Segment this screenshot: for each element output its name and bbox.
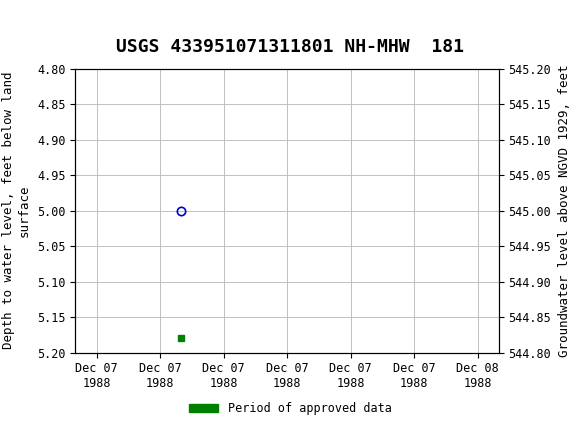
Text: USGS 433951071311801 NH-MHW  181: USGS 433951071311801 NH-MHW 181 bbox=[116, 38, 464, 56]
Legend: Period of approved data: Period of approved data bbox=[184, 397, 396, 420]
Y-axis label: Depth to water level, feet below land
surface: Depth to water level, feet below land su… bbox=[2, 72, 30, 350]
Y-axis label: Groundwater level above NGVD 1929, feet: Groundwater level above NGVD 1929, feet bbox=[558, 64, 571, 357]
Text: █USGS: █USGS bbox=[12, 15, 70, 37]
